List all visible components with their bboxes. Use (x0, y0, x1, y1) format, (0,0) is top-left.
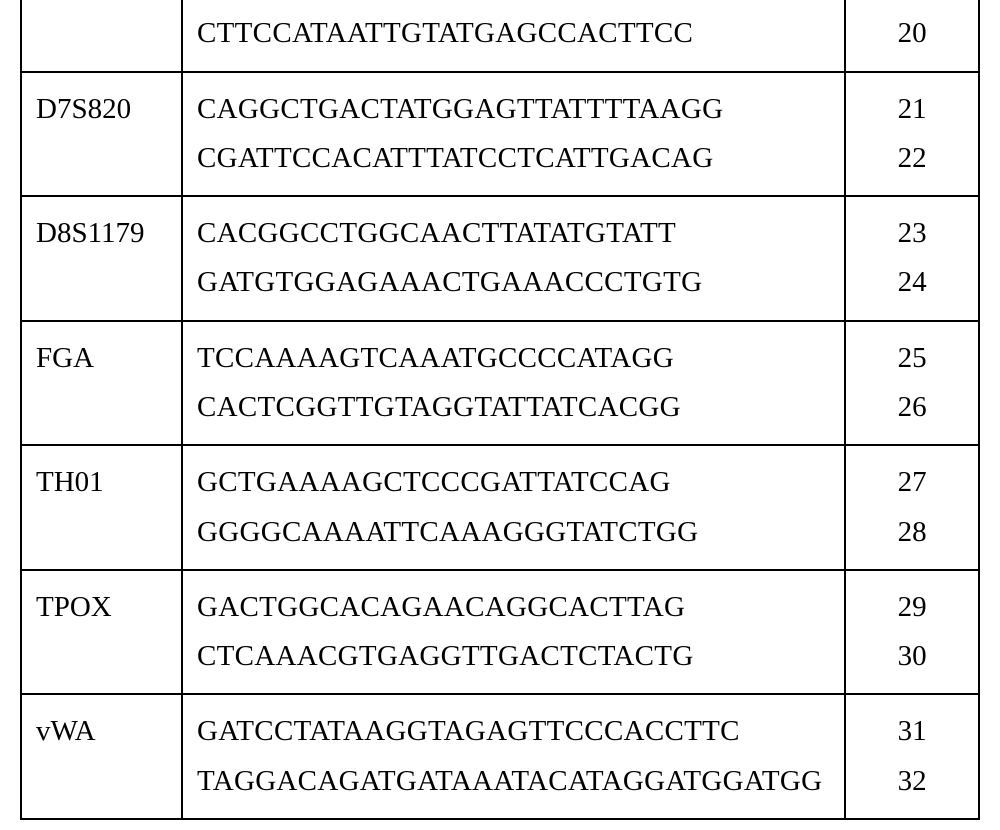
seqid-forward: 31 (860, 707, 964, 756)
locus-name: vWA (36, 707, 167, 756)
seqid-reverse: 22 (860, 134, 964, 183)
sequence-cell: CATCTAGTTGCCTGTATTAGCTCTCCCTTCCATAATTGTA… (182, 0, 845, 72)
locus-name: D6S1043 (36, 0, 167, 9)
locus-cell: TH01 (21, 445, 182, 570)
locus-cell: D8S1179 (21, 196, 182, 321)
seqid-forward: 23 (860, 209, 964, 258)
reverse-primer: GATGTGGAGAAACTGAAACCCTGTG (197, 258, 830, 307)
reverse-primer: TAGGACAGATGATAAATACATAGGATGGATGG (197, 757, 830, 806)
locus-name: FGA (36, 334, 167, 383)
locus-name: D7S820 (36, 85, 167, 134)
forward-primer: GATCCTATAAGGTAGAGTTCCCACCTTC (197, 707, 830, 756)
seqid-forward: 21 (860, 85, 964, 134)
seqid-forward: 19 (860, 0, 964, 9)
forward-primer: GACTGGCACAGAACAGGCACTTAG (197, 583, 830, 632)
seqid-reverse: 26 (860, 383, 964, 432)
table-row: FGA TCCAAAAGTCAAATGCCCCATAGGCACTCGGTTGTAG… (21, 321, 979, 446)
table-row: D7S820 CAGGCTGACTATGGAGTTATTTTAAGGCGATTCC… (21, 72, 979, 197)
locus-cell: FGA (21, 321, 182, 446)
reverse-primer: CACTCGGTTGTAGGTATTATCACGG (197, 383, 830, 432)
locus-cell: vWA (21, 694, 182, 819)
seqid-cell: 2526 (845, 321, 979, 446)
locus-name: TH01 (36, 458, 167, 507)
primer-table: D6S1043 CATCTAGTTGCCTGTATTAGCTCTCCCTTCCAT… (20, 0, 980, 820)
seqid-forward: 29 (860, 583, 964, 632)
reverse-primer: GGGGCAAAATTCAAAGGGTATCTGG (197, 508, 830, 557)
seqid-forward: 27 (860, 458, 964, 507)
sequence-cell: GATCCTATAAGGTAGAGTTCCCACCTTCTAGGACAGATGA… (182, 694, 845, 819)
forward-primer: CAGGCTGACTATGGAGTTATTTTAAGG (197, 85, 830, 134)
seqid-cell: 2324 (845, 196, 979, 321)
seqid-cell: 2728 (845, 445, 979, 570)
locus-cell: TPOX (21, 570, 182, 695)
table-row: TH01 GCTGAAAAGCTCCCGATTATCCAGGGGGCAAAATTC… (21, 445, 979, 570)
sequence-cell: CAGGCTGACTATGGAGTTATTTTAAGGCGATTCCACATTT… (182, 72, 845, 197)
locus-cell: D7S820 (21, 72, 182, 197)
reverse-primer: CTCAAACGTGAGGTTGACTCTACTG (197, 632, 830, 681)
seqid-cell: 3132 (845, 694, 979, 819)
seqid-cell: 2930 (845, 570, 979, 695)
seqid-reverse: 28 (860, 508, 964, 557)
reverse-primer: CGATTCCACATTTATCCTCATTGACAG (197, 134, 830, 183)
forward-primer: GCTGAAAAGCTCCCGATTATCCAG (197, 458, 830, 507)
forward-primer: CACGGCCTGGCAACTTATATGTATT (197, 209, 830, 258)
forward-primer: CATCTAGTTGCCTGTATTAGCTCTCC (197, 0, 830, 9)
seqid-forward: 25 (860, 334, 964, 383)
sequence-cell: TCCAAAAGTCAAATGCCCCATAGGCACTCGGTTGTAGGTA… (182, 321, 845, 446)
seqid-reverse: 24 (860, 258, 964, 307)
locus-cell: D6S1043 (21, 0, 182, 72)
table-row: TPOX GACTGGCACAGAACAGGCACTTAGCTCAAACGTGAG… (21, 570, 979, 695)
primer-table-body: D6S1043 CATCTAGTTGCCTGTATTAGCTCTCCCTTCCAT… (21, 0, 979, 819)
seqid-reverse: 32 (860, 757, 964, 806)
seqid-cell: 2122 (845, 72, 979, 197)
forward-primer: TCCAAAAGTCAAATGCCCCATAGG (197, 334, 830, 383)
seqid-cell: 1920 (845, 0, 979, 72)
sequence-cell: GCTGAAAAGCTCCCGATTATCCAGGGGGCAAAATTCAAAG… (182, 445, 845, 570)
reverse-primer: CTTCCATAATTGTATGAGCCACTTCC (197, 9, 830, 58)
sequence-cell: GACTGGCACAGAACAGGCACTTAGCTCAAACGTGAGGTTG… (182, 570, 845, 695)
seqid-reverse: 20 (860, 9, 964, 58)
locus-name: D8S1179 (36, 209, 167, 258)
seqid-reverse: 30 (860, 632, 964, 681)
table-row: D6S1043 CATCTAGTTGCCTGTATTAGCTCTCCCTTCCAT… (21, 0, 979, 72)
primer-table-container: D6S1043 CATCTAGTTGCCTGTATTAGCTCTCCCTTCCAT… (0, 0, 1000, 830)
sequence-cell: CACGGCCTGGCAACTTATATGTATTGATGTGGAGAAACTG… (182, 196, 845, 321)
locus-name: TPOX (36, 583, 167, 632)
table-row: vWA GATCCTATAAGGTAGAGTTCCCACCTTCTAGGACAGA… (21, 694, 979, 819)
table-row: D8S1179 CACGGCCTGGCAACTTATATGTATTGATGTGGA… (21, 196, 979, 321)
